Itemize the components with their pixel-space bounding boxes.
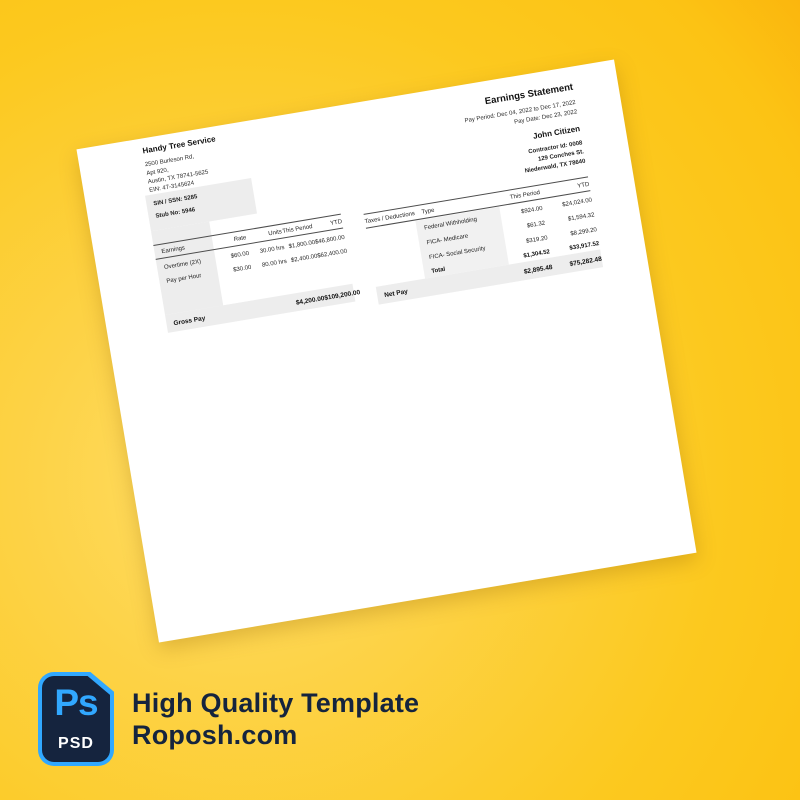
net-pay-label: Net Pay	[383, 286, 409, 299]
deduction-ytd: $1,594.32	[567, 210, 595, 223]
earnings-row-rate: $30.00	[232, 263, 252, 274]
branding-tagline: High Quality Template	[132, 687, 420, 718]
branding-site: Roposh.com	[132, 720, 298, 750]
deductions-col-this-period: This Period	[509, 188, 541, 201]
branding-text: High Quality Template Roposh.com	[132, 687, 419, 752]
deduction-this-period: $61.32	[526, 219, 546, 230]
deduction-ytd: $8,299.20	[569, 225, 598, 237]
net-pay-ytd: $75,282.48	[568, 254, 603, 268]
earnings-row-ytd: $62,400.00	[316, 247, 348, 260]
earnings-row-this-period: $1,800.00	[288, 238, 316, 250]
psd-format-label: PSD	[58, 735, 94, 752]
deduction-this-period: $319.20	[525, 233, 549, 245]
gross-pay-ytd: $109,200.00	[323, 287, 361, 302]
earnings-row-this-period: $2,400.00	[290, 252, 318, 264]
psd-file-icon-body: Ps PSD	[42, 676, 110, 762]
earnings-row-units: 30.00 hrs	[259, 243, 285, 255]
branding-footer: Ps PSD High Quality Template Roposh.com	[38, 672, 419, 766]
psd-file-icon: Ps PSD	[38, 672, 114, 766]
earnings-col-ytd: YTD	[329, 217, 343, 227]
employee-block: John Citizen Contractor Id: 0008 129 Con…	[519, 123, 587, 175]
photoshop-ps-mark: Ps	[54, 682, 98, 723]
earnings-col-rate: Rate	[233, 233, 247, 243]
earnings-row-ytd: $46,800.00	[314, 233, 346, 246]
earnings-row-rate: $60.00	[230, 249, 250, 260]
earnings-col-this-period: This Period	[281, 222, 313, 235]
deductions-col-ytd: YTD	[576, 180, 590, 190]
pay-stub-document: Handy Tree Service 2500 Burleson Rd, Apt…	[76, 59, 697, 643]
earnings-statement-paper: Handy Tree Service 2500 Burleson Rd, Apt…	[76, 59, 697, 643]
earnings-row-units: 80.00 hrs	[261, 257, 288, 269]
deductions-col-group: Taxes / Deductions	[364, 209, 416, 225]
gross-pay-label: Gross Pay	[172, 313, 206, 327]
earnings-col-units: Units	[267, 227, 283, 237]
deduction-this-period: $924.00	[520, 204, 544, 215]
deduction-ytd: $24,024.00	[561, 196, 593, 208]
net-pay-this-period: $2,895.48	[523, 262, 553, 275]
gross-pay-this-period: $4,200.00	[295, 293, 325, 307]
